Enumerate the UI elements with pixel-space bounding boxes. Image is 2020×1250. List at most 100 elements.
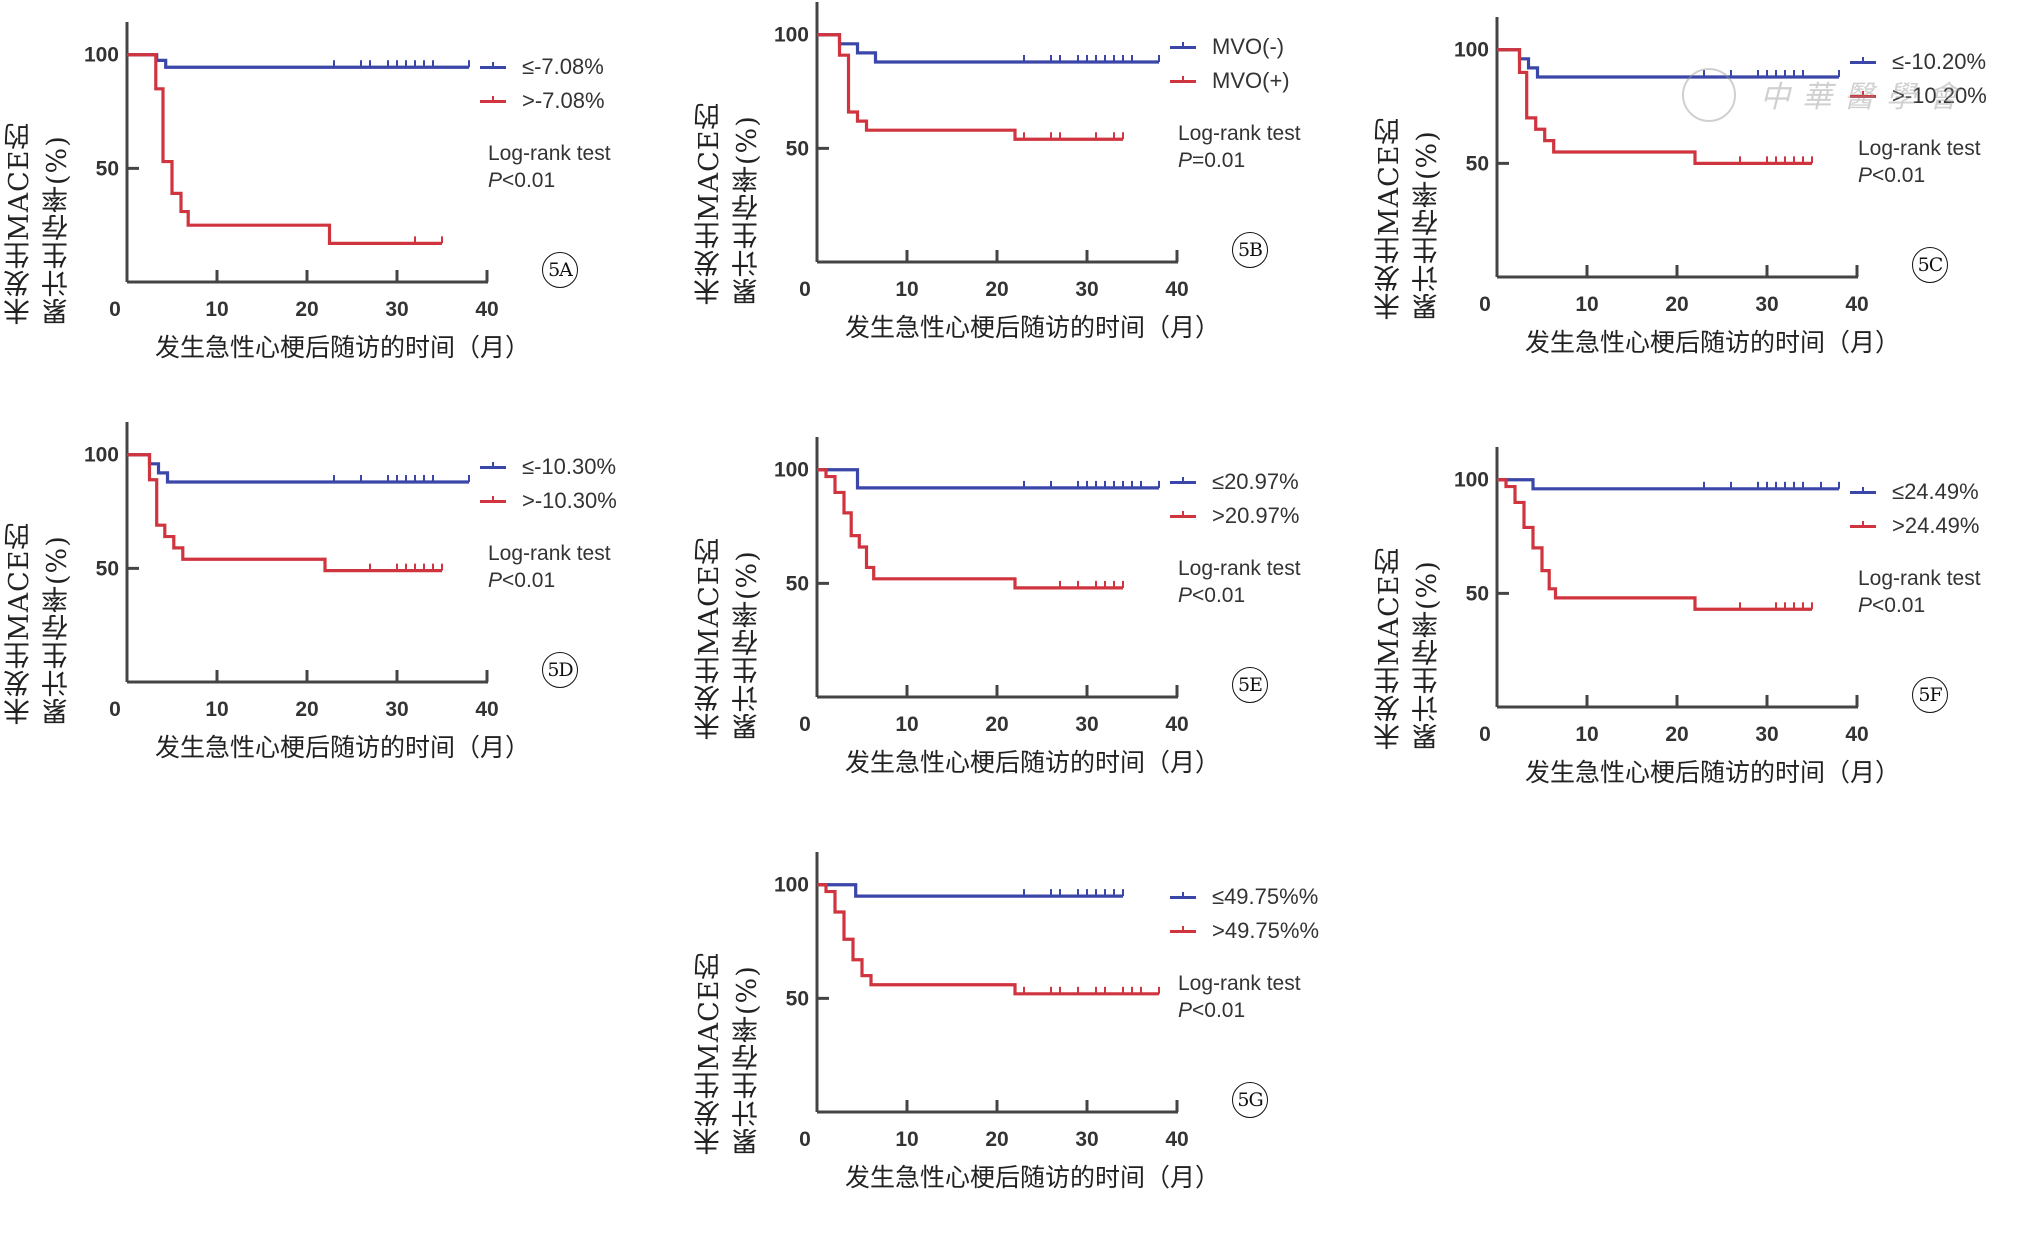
x-tick-label: 10 <box>1575 723 1598 746</box>
p-value: P<0.01 <box>488 567 611 594</box>
p-value-text: <0.01 <box>1192 999 1246 1022</box>
p-value-text: <0.01 <box>1872 164 1926 187</box>
y-tick-label: 50 <box>1466 152 1489 175</box>
panel-label-badge: 5G <box>1232 1082 1268 1118</box>
legend-item: ≤-7.08% <box>480 54 604 80</box>
log-rank-title: Log-rank test <box>1178 122 1301 145</box>
legend-swatch-icon <box>1170 510 1196 518</box>
p-value: P<0.01 <box>488 167 611 194</box>
legend-item: MVO(+) <box>1170 68 1290 94</box>
y-axis-label-line2: 累计生存率(%) <box>42 135 73 325</box>
y-tick-label: 100 <box>1454 469 1489 492</box>
panel-label-badge: 5B <box>1232 232 1268 268</box>
km-curve-high-group <box>817 468 1123 590</box>
x-tick-label: 40 <box>1165 713 1188 736</box>
log-rank-annotation: Log-rank test P<0.01 <box>1178 970 1301 1024</box>
x-tick-label: 0 <box>109 698 121 721</box>
legend-item: ≤20.97% <box>1170 469 1299 495</box>
km-curve-high-group <box>127 453 442 573</box>
km-chart-svg: 0 10 20 30 40 50 100 <box>84 422 499 721</box>
watermark-text: 中華醫學會 <box>1760 80 1970 115</box>
y-axis-label-line1: 未发生MACE的 <box>4 521 35 725</box>
y-tick-label: 50 <box>786 137 809 160</box>
x-tick-label: 0 <box>1479 723 1491 746</box>
x-tick-label: 10 <box>1575 293 1598 316</box>
legend-item: >-10.30% <box>480 488 617 514</box>
y-tick-label: 100 <box>774 24 809 47</box>
p-symbol: P <box>1858 594 1873 617</box>
y-tick-label: 50 <box>786 987 809 1010</box>
log-rank-title: Log-rank test <box>1178 972 1301 995</box>
y-tick-label: 50 <box>96 557 119 580</box>
log-rank-title: Log-rank test <box>1858 567 1981 590</box>
km-chart-svg: 0 10 20 30 40 50 100 <box>1454 447 1869 746</box>
x-tick-label: 40 <box>1165 278 1188 301</box>
panel-label-badge: 5D <box>542 652 578 688</box>
log-rank-annotation: Log-rank test P<0.01 <box>1858 135 1981 189</box>
x-tick-label: 40 <box>475 298 498 321</box>
x-tick-label: 20 <box>985 713 1008 736</box>
y-tick-label: 100 <box>84 444 119 467</box>
x-tick-label: 40 <box>1845 293 1868 316</box>
legend-item: >20.97% <box>1170 503 1299 529</box>
log-rank-title: Log-rank test <box>488 142 611 165</box>
y-tick-label: 100 <box>84 44 119 67</box>
km-chart-svg: 0 10 20 30 40 50 100 <box>84 22 499 321</box>
x-axis-label: 发生急性心梗后随访的时间（月） <box>155 733 531 762</box>
legend-label: >24.49% <box>1892 513 1980 538</box>
legend-label: >-7.08% <box>522 88 605 113</box>
p-value-text: <0.01 <box>1872 594 1926 617</box>
y-axis-label-line1: 未发生MACE的 <box>694 101 725 305</box>
x-tick-label: 30 <box>1755 723 1778 746</box>
watermark-seal-icon <box>1682 68 1736 122</box>
legend-swatch-icon <box>480 495 506 503</box>
km-curve-low-group <box>817 33 1159 64</box>
y-axis-label-line2: 累计生存率(%) <box>732 115 763 305</box>
legend-label: ≤-10.30% <box>522 454 617 479</box>
x-tick-label: 30 <box>1075 1128 1098 1151</box>
x-tick-label: 20 <box>295 698 318 721</box>
km-chart-svg: 0 10 20 30 40 50 100 <box>1454 17 1869 316</box>
km-curve-high-group <box>1497 48 1812 165</box>
x-axis-label: 发生急性心梗后随访的时间（月） <box>845 1163 1221 1192</box>
legend-item: >-10.20% <box>1850 83 1987 109</box>
x-tick-label: 30 <box>385 698 408 721</box>
legend-swatch-icon <box>1170 925 1196 933</box>
y-axis-label-line2: 累计生存率(%) <box>732 550 763 740</box>
y-tick-label: 100 <box>1454 39 1489 62</box>
x-axis-label: 发生急性心梗后随访的时间（月） <box>1525 328 1901 357</box>
legend-swatch-icon <box>1850 90 1876 98</box>
y-axis-label-line1: 未发生MACE的 <box>4 121 35 325</box>
x-tick-label: 40 <box>1165 1128 1188 1151</box>
km-chart-svg: 0 10 20 30 40 50 100 <box>774 852 1189 1151</box>
legend-swatch-icon <box>1850 520 1876 528</box>
km-panel-5a: 0 10 20 30 40 50 100 未发生MACE的 累计生存率(%) 发生急性心梗后随访的… <box>0 20 680 420</box>
km-curve-low-group <box>1497 478 1839 491</box>
y-axis-label-line2: 累计生存率(%) <box>42 535 73 725</box>
legend-item: >-7.08% <box>480 88 605 114</box>
x-tick-label: 20 <box>1665 723 1688 746</box>
legend-swatch-icon <box>1850 56 1876 64</box>
x-axis-label: 发生急性心梗后随访的时间（月） <box>1525 758 1901 787</box>
legend-label: ≤49.75%% <box>1212 884 1319 909</box>
x-tick-label: 40 <box>1845 723 1868 746</box>
x-tick-label: 30 <box>1075 713 1098 736</box>
km-curve-high-group <box>1497 478 1812 611</box>
km-chart-svg: 0 10 20 30 40 50 100 <box>774 2 1189 301</box>
x-tick-label: 20 <box>1665 293 1688 316</box>
x-tick-label: 30 <box>385 298 408 321</box>
log-rank-annotation: Log-rank test P<0.01 <box>488 540 611 594</box>
p-value-text: <0.01 <box>502 569 556 592</box>
y-axis-label-line1: 未发生MACE的 <box>1374 546 1405 750</box>
km-panel-5g: 0 10 20 30 40 50 100 未发生MACE的 累计生存率(%) 发生急性心梗后随访的… <box>690 850 1370 1250</box>
x-tick-label: 0 <box>799 1128 811 1151</box>
y-tick-label: 50 <box>786 572 809 595</box>
legend-label: >-10.20% <box>1892 83 1987 108</box>
y-axis-label-line2: 累计生存率(%) <box>1412 130 1443 320</box>
y-axis-label-line1: 未发生MACE的 <box>1374 116 1405 320</box>
x-axis-label: 发生急性心梗后随访的时间（月） <box>155 333 531 362</box>
legend-swatch-icon <box>1170 75 1196 83</box>
panel-label-badge: 5E <box>1232 667 1268 703</box>
y-axis-label-line1: 未发生MACE的 <box>694 951 725 1155</box>
log-rank-annotation: Log-rank test P=0.01 <box>1178 120 1301 174</box>
